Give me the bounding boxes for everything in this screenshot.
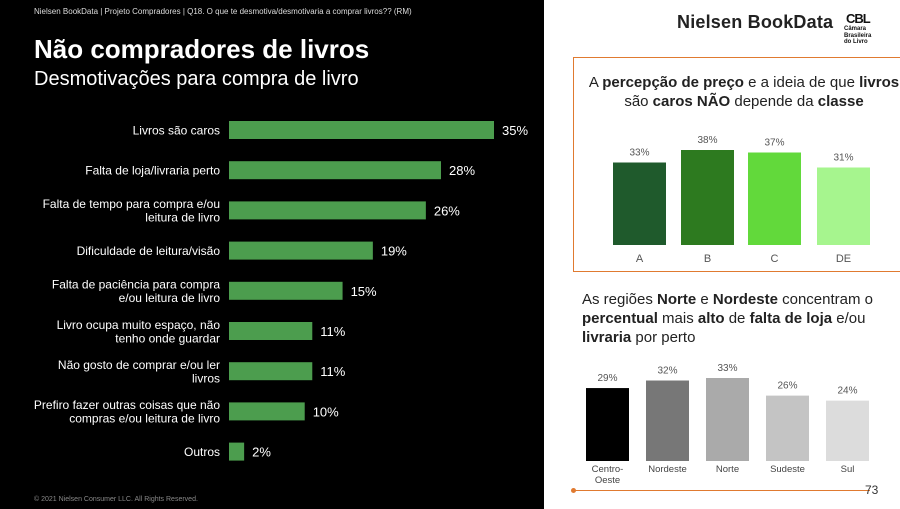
class-category-label-1: B bbox=[704, 253, 711, 265]
demotivation-bar-chart: 35% Livros são caros 28% Falta de loja/livr… bbox=[34, 121, 528, 461]
class-headline: A percepção de preço e a ideia de que li… bbox=[588, 74, 900, 110]
nielsen-bookdata-logo: Nielsen BookData bbox=[677, 12, 834, 32]
bar-value-label-2: 26% bbox=[434, 203, 460, 218]
category-label-7-line-0: Prefiro fazer outras coisas que não bbox=[34, 398, 220, 412]
category-label-6-line-1: livros bbox=[192, 371, 220, 385]
region-bar-1 bbox=[646, 380, 689, 461]
category-label-5-line-0: Livro ocupa muito espaço, não bbox=[57, 318, 221, 332]
region-category-label-1-line-0: Nordeste bbox=[648, 464, 687, 475]
cbl-logo-mark: CBL bbox=[846, 11, 871, 26]
bar-5 bbox=[229, 322, 313, 340]
bar-8 bbox=[229, 442, 245, 461]
region-bar-0 bbox=[586, 388, 629, 461]
copyright: © 2021 Nielsen Consumer LLC. All Rights … bbox=[34, 496, 198, 503]
bar-7 bbox=[229, 402, 305, 421]
region-value-label-2: 33% bbox=[717, 363, 737, 374]
region-category-label-0-line-1: Oeste bbox=[595, 475, 620, 486]
right-panel: Nielsen BookData CBL Câmara Brasileira d… bbox=[544, 0, 900, 509]
bar-value-label-1: 28% bbox=[449, 163, 475, 178]
category-label-2-line-1: leitura de livro bbox=[145, 211, 220, 225]
region-bar-4 bbox=[826, 400, 869, 461]
cbl-logo-text: Câmara Brasileira do Livro bbox=[844, 26, 871, 46]
class-value-label-0: 33% bbox=[629, 148, 649, 159]
region-headline: As regiões Norte e Nordeste concentram o… bbox=[582, 291, 873, 346]
cbl-line-2: Brasileira bbox=[844, 32, 872, 39]
region-category-label-4-line-0: Sul bbox=[841, 464, 855, 475]
bar-value-label-7: 10% bbox=[313, 404, 339, 419]
class-bar-0 bbox=[613, 162, 666, 245]
class-chart-frame bbox=[573, 57, 900, 272]
category-label-7-line-1: compras e/ou leitura de livro bbox=[69, 412, 220, 426]
footer-rule bbox=[573, 490, 870, 491]
bar-value-label-8: 2% bbox=[252, 445, 271, 460]
category-label-0-line-0: Livros são caros bbox=[133, 124, 220, 138]
region-category-label-2-line-0: Norte bbox=[716, 464, 739, 475]
class-category-label-2: C bbox=[771, 253, 779, 265]
bar-value-label-6: 11% bbox=[320, 364, 345, 379]
left-panel: Nielsen BookData | Projeto Compradores |… bbox=[0, 0, 544, 509]
region-value-label-4: 24% bbox=[837, 386, 857, 397]
bar-2 bbox=[229, 201, 426, 220]
page-subtitle: Desmotivações para compra de livro bbox=[34, 68, 359, 90]
category-label-4-line-0: Falta de paciência para compra bbox=[52, 278, 220, 292]
bar-value-label-4: 15% bbox=[351, 284, 377, 299]
category-label-2-line-0: Falta de tempo para compra e/ou bbox=[43, 197, 220, 211]
cbl-line-3: do Livro bbox=[844, 39, 868, 45]
bar-3 bbox=[229, 241, 373, 260]
class-bar-2 bbox=[748, 152, 801, 245]
category-label-5-line-1: tenho onde guardar bbox=[115, 331, 220, 345]
category-label-8-line-0: Outros bbox=[184, 445, 220, 459]
bar-value-label-3: 19% bbox=[381, 244, 407, 259]
bar-0 bbox=[229, 121, 494, 139]
region-value-label-0: 29% bbox=[597, 373, 617, 384]
region-category-label-0-line-0: Centro- bbox=[592, 464, 624, 475]
region-bar-chart: 29% Centro-Oeste 32% Nordeste 33% Norte 26% Sud… bbox=[586, 363, 869, 486]
region-value-label-1: 32% bbox=[657, 366, 677, 377]
class-bar-1 bbox=[681, 150, 734, 245]
class-value-label-1: 38% bbox=[697, 135, 717, 146]
bar-value-label-0: 35% bbox=[502, 123, 528, 138]
bar-6 bbox=[229, 362, 313, 381]
region-category-label-3-line-0: Sudeste bbox=[770, 464, 805, 475]
region-value-label-3: 26% bbox=[777, 381, 797, 392]
region-bar-3 bbox=[766, 395, 809, 461]
class-category-label-0: A bbox=[636, 253, 644, 265]
category-label-6-line-0: Não gosto de comprar e/ou ler bbox=[58, 358, 220, 372]
source-note: Nielsen BookData | Projeto Compradores |… bbox=[34, 7, 412, 16]
bar-4 bbox=[229, 281, 343, 300]
class-bar-3 bbox=[817, 167, 870, 245]
cbl-line-1: Câmara bbox=[844, 26, 867, 32]
category-label-3-line-0: Dificuldade de leitura/visão bbox=[77, 244, 221, 258]
region-bar-2 bbox=[706, 378, 749, 461]
category-label-1-line-0: Falta de loja/livraria perto bbox=[85, 164, 220, 178]
bar-1 bbox=[229, 161, 441, 180]
class-value-label-2: 37% bbox=[764, 138, 784, 149]
class-bar-chart: 33% A 38% B 37% C 31% DE bbox=[613, 135, 870, 265]
class-category-label-3: DE bbox=[836, 253, 851, 265]
page-number: 73 bbox=[865, 483, 879, 497]
footer-rule-dot bbox=[571, 488, 576, 493]
category-label-4-line-1: e/ou leitura de livro bbox=[119, 291, 221, 305]
bar-value-label-5: 11% bbox=[320, 324, 345, 339]
page-title: Não compradores de livros bbox=[34, 34, 370, 64]
class-value-label-3: 31% bbox=[833, 153, 853, 164]
